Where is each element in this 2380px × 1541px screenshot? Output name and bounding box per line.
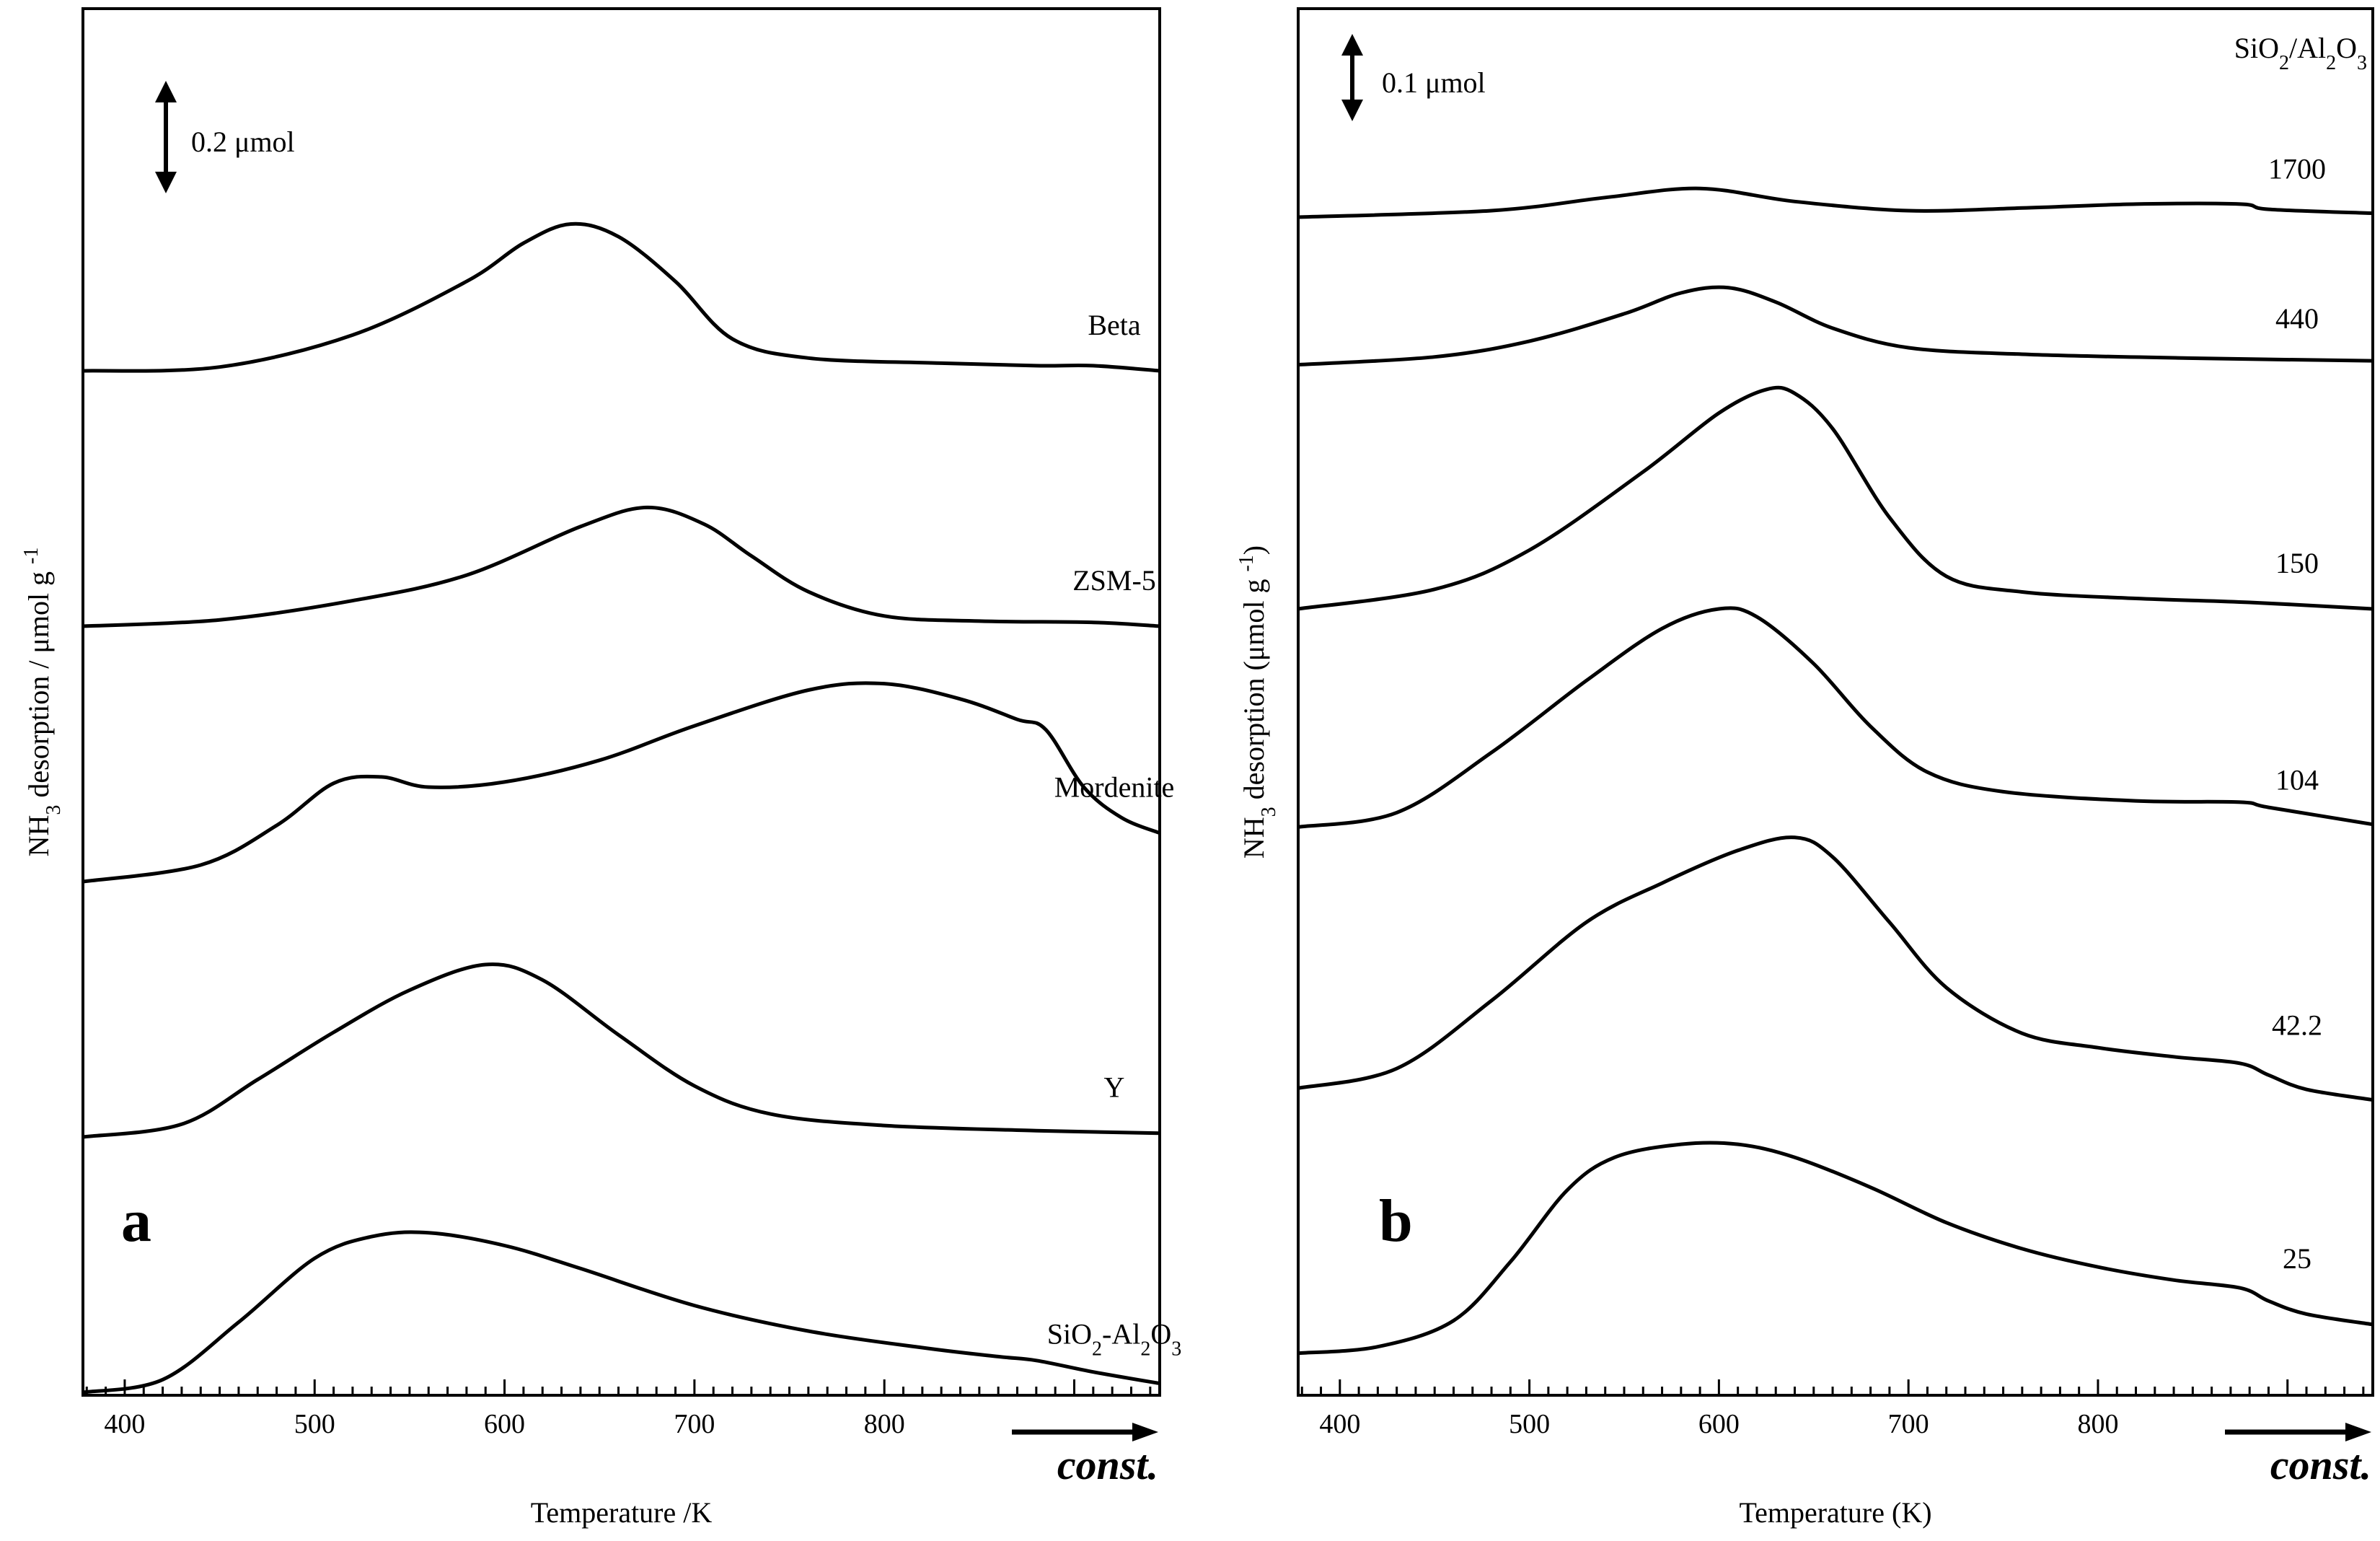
x-tick-label: 400 bbox=[1319, 1409, 1360, 1439]
const-arrow-head bbox=[2345, 1423, 2371, 1441]
scale-bar-label: 0.1 μmol bbox=[1382, 66, 1486, 99]
series-line-25 bbox=[1297, 1141, 2374, 1356]
const-label: const. bbox=[2270, 1441, 2371, 1488]
x-tick-label: 500 bbox=[294, 1409, 335, 1439]
x-tick-label: 800 bbox=[2077, 1409, 2118, 1439]
plot-frame bbox=[1297, 7, 2374, 1397]
x-tick-label: 700 bbox=[1888, 1409, 1929, 1439]
series-line-mordenite bbox=[82, 681, 1160, 884]
panel-letter: a bbox=[121, 1187, 151, 1255]
scale-bar-arrow-down bbox=[1341, 100, 1363, 121]
series-label: Mordenite bbox=[1054, 771, 1175, 804]
x-tick-label: 700 bbox=[674, 1409, 715, 1439]
series-label: 42.2 bbox=[2272, 1009, 2322, 1042]
x-tick-label: 400 bbox=[104, 1409, 145, 1439]
scale-bar-label: 0.2 μmol bbox=[191, 126, 295, 158]
series-line-150 bbox=[1297, 385, 2374, 611]
series-label: 104 bbox=[2275, 764, 2319, 796]
x-tick-label: 600 bbox=[484, 1409, 525, 1439]
series-label: ZSM-5 bbox=[1072, 564, 1156, 597]
series-label: 150 bbox=[2275, 547, 2319, 579]
panel-letter: b bbox=[1379, 1187, 1413, 1255]
panel-b: 400 500 600 700 800 Temperature (K) NH3 desorp… bbox=[1235, 7, 2374, 1529]
x-tick-label: 800 bbox=[864, 1409, 905, 1439]
scale-bar-arrow-up bbox=[1341, 34, 1363, 56]
scale-bar-arrow-up bbox=[155, 81, 177, 102]
series-line-1700 bbox=[1297, 186, 2374, 219]
series-label: 1700 bbox=[2268, 153, 2326, 185]
const-label: const. bbox=[1057, 1441, 1158, 1488]
legend-title: SiO2/Al2O3 bbox=[2234, 32, 2367, 74]
series-label: 25 bbox=[2283, 1242, 2311, 1275]
series-line-y bbox=[82, 962, 1160, 1139]
series-label: Beta bbox=[1088, 309, 1141, 341]
y-axis-title: NH3 desorption (μmol g -1) bbox=[1235, 545, 1280, 859]
series-line-104 bbox=[1297, 606, 2374, 829]
panel-a: 400 500 600 700 800 Temperature /K NH3 desorpt… bbox=[20, 7, 1181, 1529]
series-line-zsm-5 bbox=[82, 505, 1160, 628]
series-line-sio2-al2o3 bbox=[82, 1230, 1160, 1395]
x-tick-label: 600 bbox=[1698, 1409, 1740, 1439]
x-tick-label: 500 bbox=[1509, 1409, 1550, 1439]
series-label: Y bbox=[1104, 1071, 1125, 1104]
x-axis-title: Temperature /K bbox=[531, 1496, 713, 1529]
x-axis-title: Temperature (K) bbox=[1739, 1496, 1931, 1529]
series-line-440 bbox=[1297, 285, 2374, 366]
const-arrow-head bbox=[1132, 1423, 1158, 1441]
plot-frame bbox=[81, 7, 1161, 1397]
series-label: 440 bbox=[2275, 302, 2319, 335]
series-line-beta bbox=[82, 221, 1160, 373]
series-line-42-2 bbox=[1297, 835, 2374, 1102]
series-label: SiO2-Al2O3 bbox=[1047, 1318, 1181, 1361]
scale-bar-arrow-down bbox=[155, 172, 177, 193]
y-axis-title: NH3 desorption / μmol g -1 bbox=[20, 548, 65, 857]
